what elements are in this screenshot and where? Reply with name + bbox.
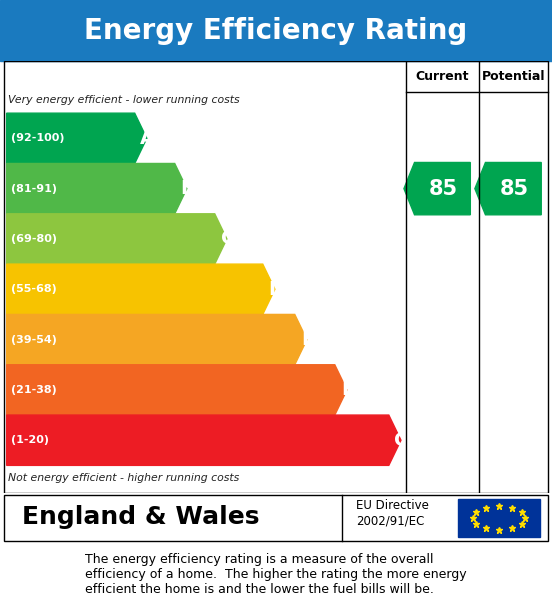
Polygon shape [7, 415, 401, 465]
Bar [458, 500, 540, 536]
Polygon shape [7, 264, 275, 314]
Text: (39-54): (39-54) [11, 335, 57, 345]
Text: The energy efficiency rating is a measure of the overall
efficiency of a home.  : The energy efficiency rating is a measur… [85, 553, 467, 596]
Text: G: G [394, 431, 410, 450]
Text: Very energy efficient - lower running costs: Very energy efficient - lower running co… [8, 95, 240, 105]
Text: (55-68): (55-68) [11, 284, 57, 294]
Text: (81-91): (81-91) [11, 184, 57, 194]
Text: C: C [221, 229, 235, 248]
Text: E: E [301, 330, 315, 349]
Polygon shape [7, 113, 147, 164]
Text: Not energy efficient - higher running costs: Not energy efficient - higher running co… [8, 473, 240, 483]
Text: D: D [268, 280, 284, 299]
Text: 85: 85 [429, 178, 458, 199]
Text: B: B [181, 179, 195, 198]
Text: F: F [341, 381, 355, 400]
Text: 85: 85 [500, 178, 529, 199]
Polygon shape [7, 214, 227, 264]
Text: England & Wales: England & Wales [22, 505, 259, 529]
Text: Potential: Potential [481, 70, 545, 83]
Text: Energy Efficiency Rating: Energy Efficiency Rating [84, 17, 468, 45]
Text: (69-80): (69-80) [11, 234, 57, 244]
Polygon shape [475, 162, 542, 215]
Polygon shape [7, 314, 307, 365]
Polygon shape [7, 365, 347, 415]
Polygon shape [7, 164, 187, 214]
Text: (92-100): (92-100) [11, 133, 65, 143]
Text: (21-38): (21-38) [11, 385, 57, 395]
Text: (1-20): (1-20) [11, 435, 49, 445]
Text: Current: Current [416, 70, 469, 83]
Text: A: A [140, 129, 156, 148]
Polygon shape [404, 162, 470, 215]
Text: EU Directive
2002/91/EC: EU Directive 2002/91/EC [356, 499, 429, 527]
